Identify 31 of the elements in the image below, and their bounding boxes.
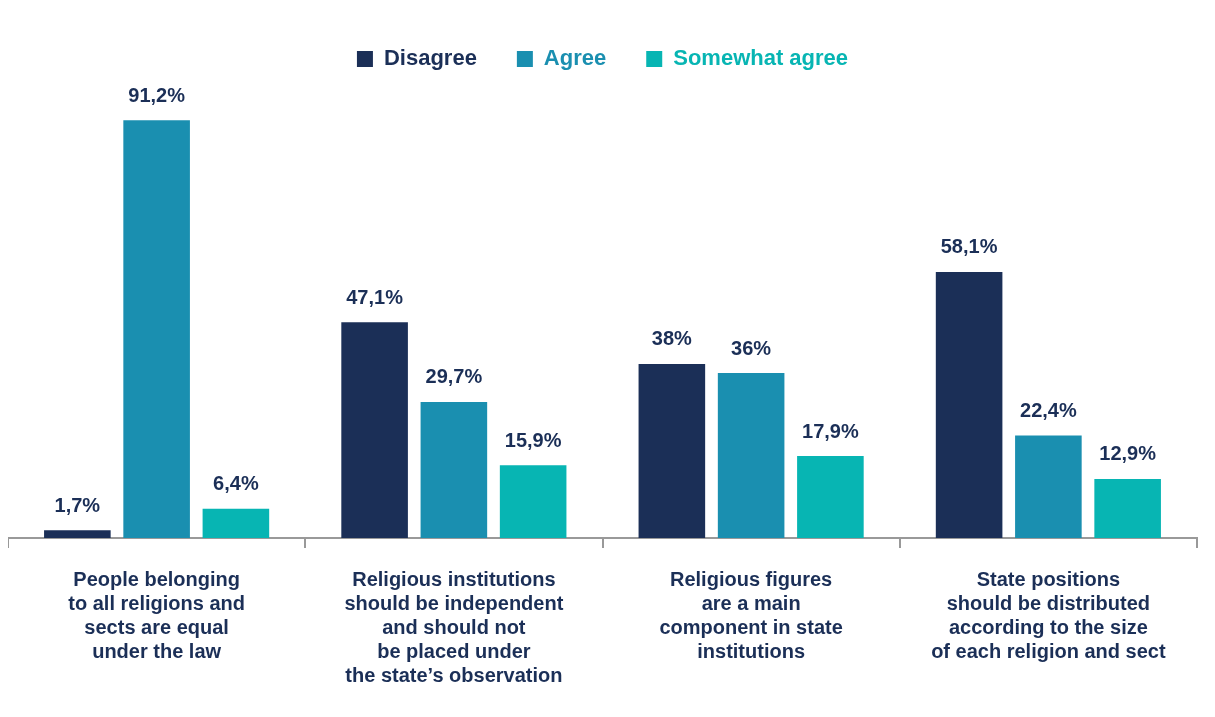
bar	[1015, 435, 1082, 538]
data-label: 38%	[651, 327, 693, 350]
bar	[797, 456, 864, 538]
x-tick-label: State positions should be distributed according to the size of each religion and sect	[931, 567, 1166, 662]
bar	[420, 401, 488, 538]
data-label: 22,4%	[1020, 398, 1077, 421]
data-label: 91,2%	[128, 83, 186, 106]
bar	[123, 120, 190, 538]
legend-label: Disagree	[383, 45, 477, 71]
bar	[341, 322, 408, 538]
bar	[935, 271, 1003, 538]
bar	[202, 508, 270, 538]
data-label: 17,9%	[802, 419, 859, 442]
bar	[1094, 478, 1161, 538]
data-label: 36%	[731, 336, 772, 359]
data-label: 58,1%	[940, 235, 998, 258]
data-label: 15,9%	[504, 428, 562, 451]
bar	[44, 530, 111, 538]
bar	[717, 373, 785, 538]
x-tick-label: Religious figures are a main component in state institutions	[659, 567, 843, 662]
bar	[499, 465, 567, 538]
x-tick-label: People belonging to all religions and sects are equal under the law	[68, 567, 245, 662]
x-tick-label: Religious institutions should be independent and should not be placed under the state’s observation	[344, 567, 564, 686]
legend-label: Somewhat agree	[673, 45, 849, 71]
legend-label: Agree	[543, 45, 607, 71]
data-label: 29,7%	[425, 365, 483, 388]
data-label: 1,7%	[54, 493, 101, 516]
bar	[638, 363, 706, 538]
data-label: 12,9%	[1099, 442, 1157, 465]
data-label: 6,4%	[213, 472, 259, 495]
data-label: 47,1%	[346, 285, 404, 308]
